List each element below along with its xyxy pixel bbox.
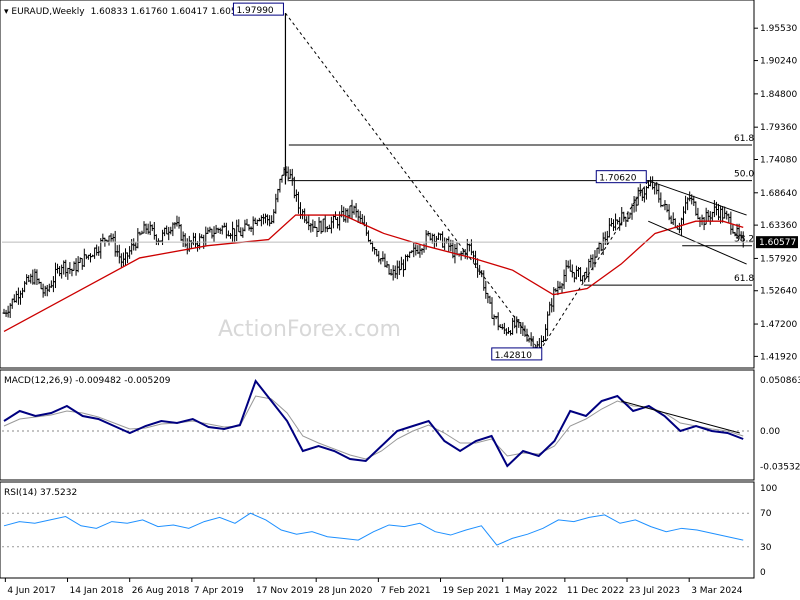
macd-tick-label: -0.035322 xyxy=(760,462,800,472)
x-tick-label: 4 Jun 2017 xyxy=(7,586,55,596)
fib-label: 38.2 xyxy=(734,235,754,245)
dashed-trendline-up xyxy=(539,180,649,352)
price-tick-label: 1.57920 xyxy=(760,254,797,264)
x-tick-label: 14 Jan 2018 xyxy=(70,586,124,596)
triangle-icon: ▾ xyxy=(4,7,11,17)
x-tick-label: 23 Jul 2023 xyxy=(629,586,680,596)
rsi-tick-label: 0 xyxy=(760,568,766,578)
price-tick-label: 1.68640 xyxy=(760,189,797,199)
level-box xyxy=(232,2,284,16)
level-box xyxy=(595,170,647,184)
macd-panel-frame xyxy=(0,369,755,481)
rsi-tick-label: 70 xyxy=(760,509,772,519)
moving-average xyxy=(3,214,744,332)
x-tick-label: 26 Aug 2018 xyxy=(132,586,190,596)
price-bars xyxy=(2,13,745,352)
price-tick-label: 1.84800 xyxy=(760,90,797,100)
last-price-box xyxy=(756,236,798,249)
x-tick-label: 1 May 2022 xyxy=(505,586,558,596)
price-tick-label: 1.79360 xyxy=(760,123,797,133)
price-panel-frame xyxy=(0,0,755,369)
watermark: ActionForex.com xyxy=(218,317,401,342)
x-tick-label: 7 Apr 2019 xyxy=(194,586,244,596)
x-axis-ticks: 4 Jun 2017 14 Jan 2018 26 Aug 2018 7 Apr 20… xyxy=(4,578,743,596)
symbol-label: ▾ EURAUD,Weekly 1.60833 1.61760 1.60417 1… xyxy=(4,7,248,17)
fib-label: 50.0 xyxy=(734,170,754,180)
fib-label: 61.8 xyxy=(734,274,754,284)
ohlc-text: 1.60833 1.61760 1.60417 1.60577 xyxy=(91,7,248,17)
x-tick-label: 7 Feb 2021 xyxy=(380,586,430,596)
x-tick-label: 19 Sep 2021 xyxy=(443,586,500,596)
last-price-badge: 1.60577 xyxy=(2,236,798,249)
x-tick-label: 11 Dec 2022 xyxy=(567,586,625,596)
last-price-label: 1.60577 xyxy=(759,238,796,248)
price-level-labels: 1.97990 1.42810 1.70620 xyxy=(232,2,647,361)
rsi-line xyxy=(3,512,744,546)
channel-upper xyxy=(648,180,747,216)
symbol-text: EURAUD,Weekly xyxy=(11,7,85,17)
rsi-label: RSI(14) 37.5232 xyxy=(4,488,77,498)
price-tick-label: 1.95530 xyxy=(760,24,797,34)
rsi-series: 100 70 30 0 xyxy=(2,484,777,578)
level-box xyxy=(491,347,543,361)
rsi-tick-label: 30 xyxy=(760,543,772,553)
macd-series: 0.050863 0.00 -0.035322 xyxy=(2,376,800,472)
price-tick-label: 1.41920 xyxy=(760,352,797,362)
macd-line xyxy=(3,378,744,468)
fib-label: 61.8 xyxy=(734,134,754,144)
level-label: 1.97990 xyxy=(236,6,273,16)
macd-signal-line xyxy=(3,395,744,460)
macd-label: MACD(12,26,9) -0.009482 -0.005209 xyxy=(4,376,171,386)
price-tick-label: 1.47200 xyxy=(760,320,797,330)
fibonacci-lines: 61.8 50.0 38.2 61.8 xyxy=(288,134,754,286)
dashed-trendline-down xyxy=(285,12,541,352)
macd-tick-label: 0.00 xyxy=(760,427,780,437)
x-tick-label: 28 Jun 2020 xyxy=(318,586,372,596)
price-tick-label: 1.74080 xyxy=(760,155,797,165)
price-axis-ticks: 1.95530 1.90240 1.84800 1.79360 1.74080 1.686… xyxy=(754,24,797,362)
moving-average-line xyxy=(3,214,744,332)
level-label: 1.42810 xyxy=(495,351,532,361)
price-tick-label: 1.90240 xyxy=(760,57,797,67)
level-label: 1.70620 xyxy=(599,174,636,184)
macd-trendline xyxy=(621,400,740,434)
x-tick-label: 3 Mar 2024 xyxy=(691,586,743,596)
macd-tick-label: 0.050863 xyxy=(760,376,800,386)
price-tick-label: 1.63360 xyxy=(760,221,797,231)
rsi-tick-label: 100 xyxy=(760,484,777,494)
x-tick-label: 17 Nov 2019 xyxy=(256,586,314,596)
price-tick-label: 1.52640 xyxy=(760,287,797,297)
